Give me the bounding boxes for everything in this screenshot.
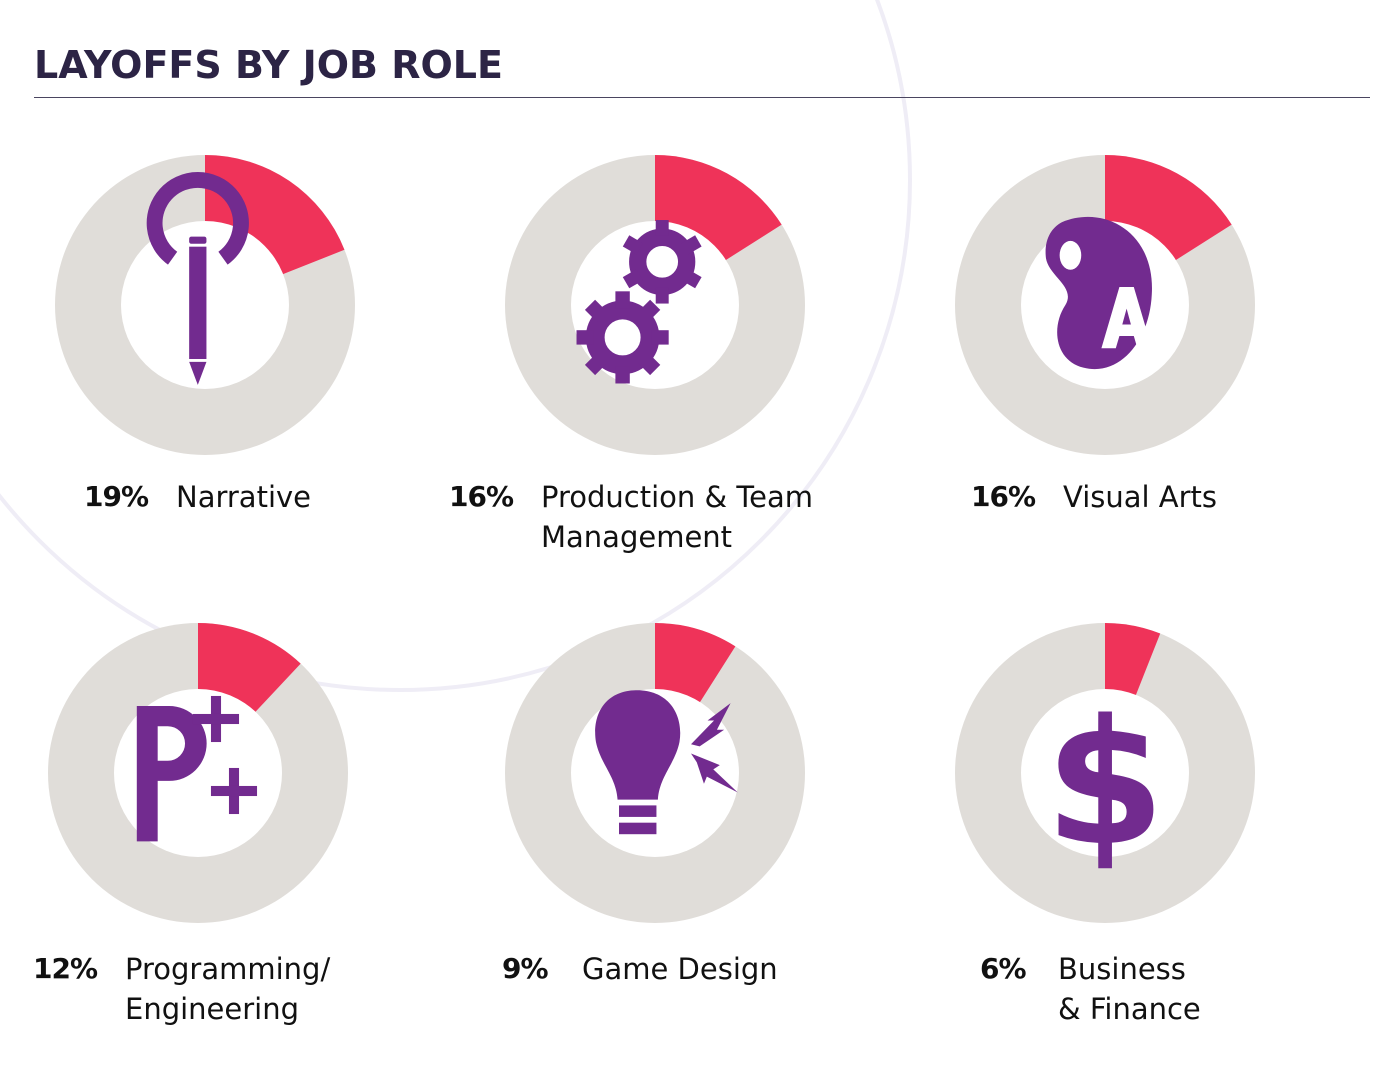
category-label: Production & Team Management — [541, 477, 813, 557]
pencil-icon — [146, 172, 249, 385]
gears-icon — [576, 220, 702, 384]
category-label-line: Production & Team — [541, 480, 813, 514]
value-label: 12% — [33, 952, 98, 985]
value-label: 16% — [449, 480, 514, 513]
value-label: 16% — [971, 480, 1036, 513]
category-label-line: Engineering — [125, 992, 299, 1026]
category-label: Narrative — [176, 477, 311, 517]
category-label-line: Game Design — [582, 952, 778, 986]
donut-business-finance: $ — [955, 623, 1255, 923]
category-label-line: Visual Arts — [1063, 480, 1218, 514]
category-label-line: Narrative — [176, 480, 312, 514]
value-label: 19% — [84, 480, 149, 513]
category-label: Programming/Engineering — [125, 949, 330, 1029]
donut-programming-engineering — [48, 623, 348, 923]
value-label: 9% — [502, 952, 549, 985]
title-divider — [34, 97, 1370, 98]
category-label-line: Business — [1058, 952, 1186, 986]
donut-hole — [1021, 689, 1189, 857]
donut-narrative — [55, 155, 355, 455]
chart-title: LAYOFFS BY JOB ROLE — [34, 43, 503, 87]
svg-text:$: $ — [1045, 683, 1165, 884]
palette-icon — [1045, 216, 1152, 370]
value-label: 6% — [980, 952, 1027, 985]
lightbulb-icon — [595, 690, 738, 835]
category-label-line: Management — [541, 520, 733, 554]
dollar-icon: $ — [1045, 683, 1165, 884]
category-label-line: Programming/ — [125, 952, 331, 986]
donut-production-team-management — [505, 155, 805, 455]
donut-game-design — [505, 623, 805, 923]
category-label: Business & Finance — [1058, 949, 1201, 1029]
category-label: Visual Arts — [1063, 477, 1217, 517]
category-label: Game Design — [582, 949, 778, 989]
donut-visual-arts — [955, 155, 1255, 455]
code-plus-icon — [136, 695, 258, 842]
category-label-line: & Finance — [1058, 992, 1201, 1026]
